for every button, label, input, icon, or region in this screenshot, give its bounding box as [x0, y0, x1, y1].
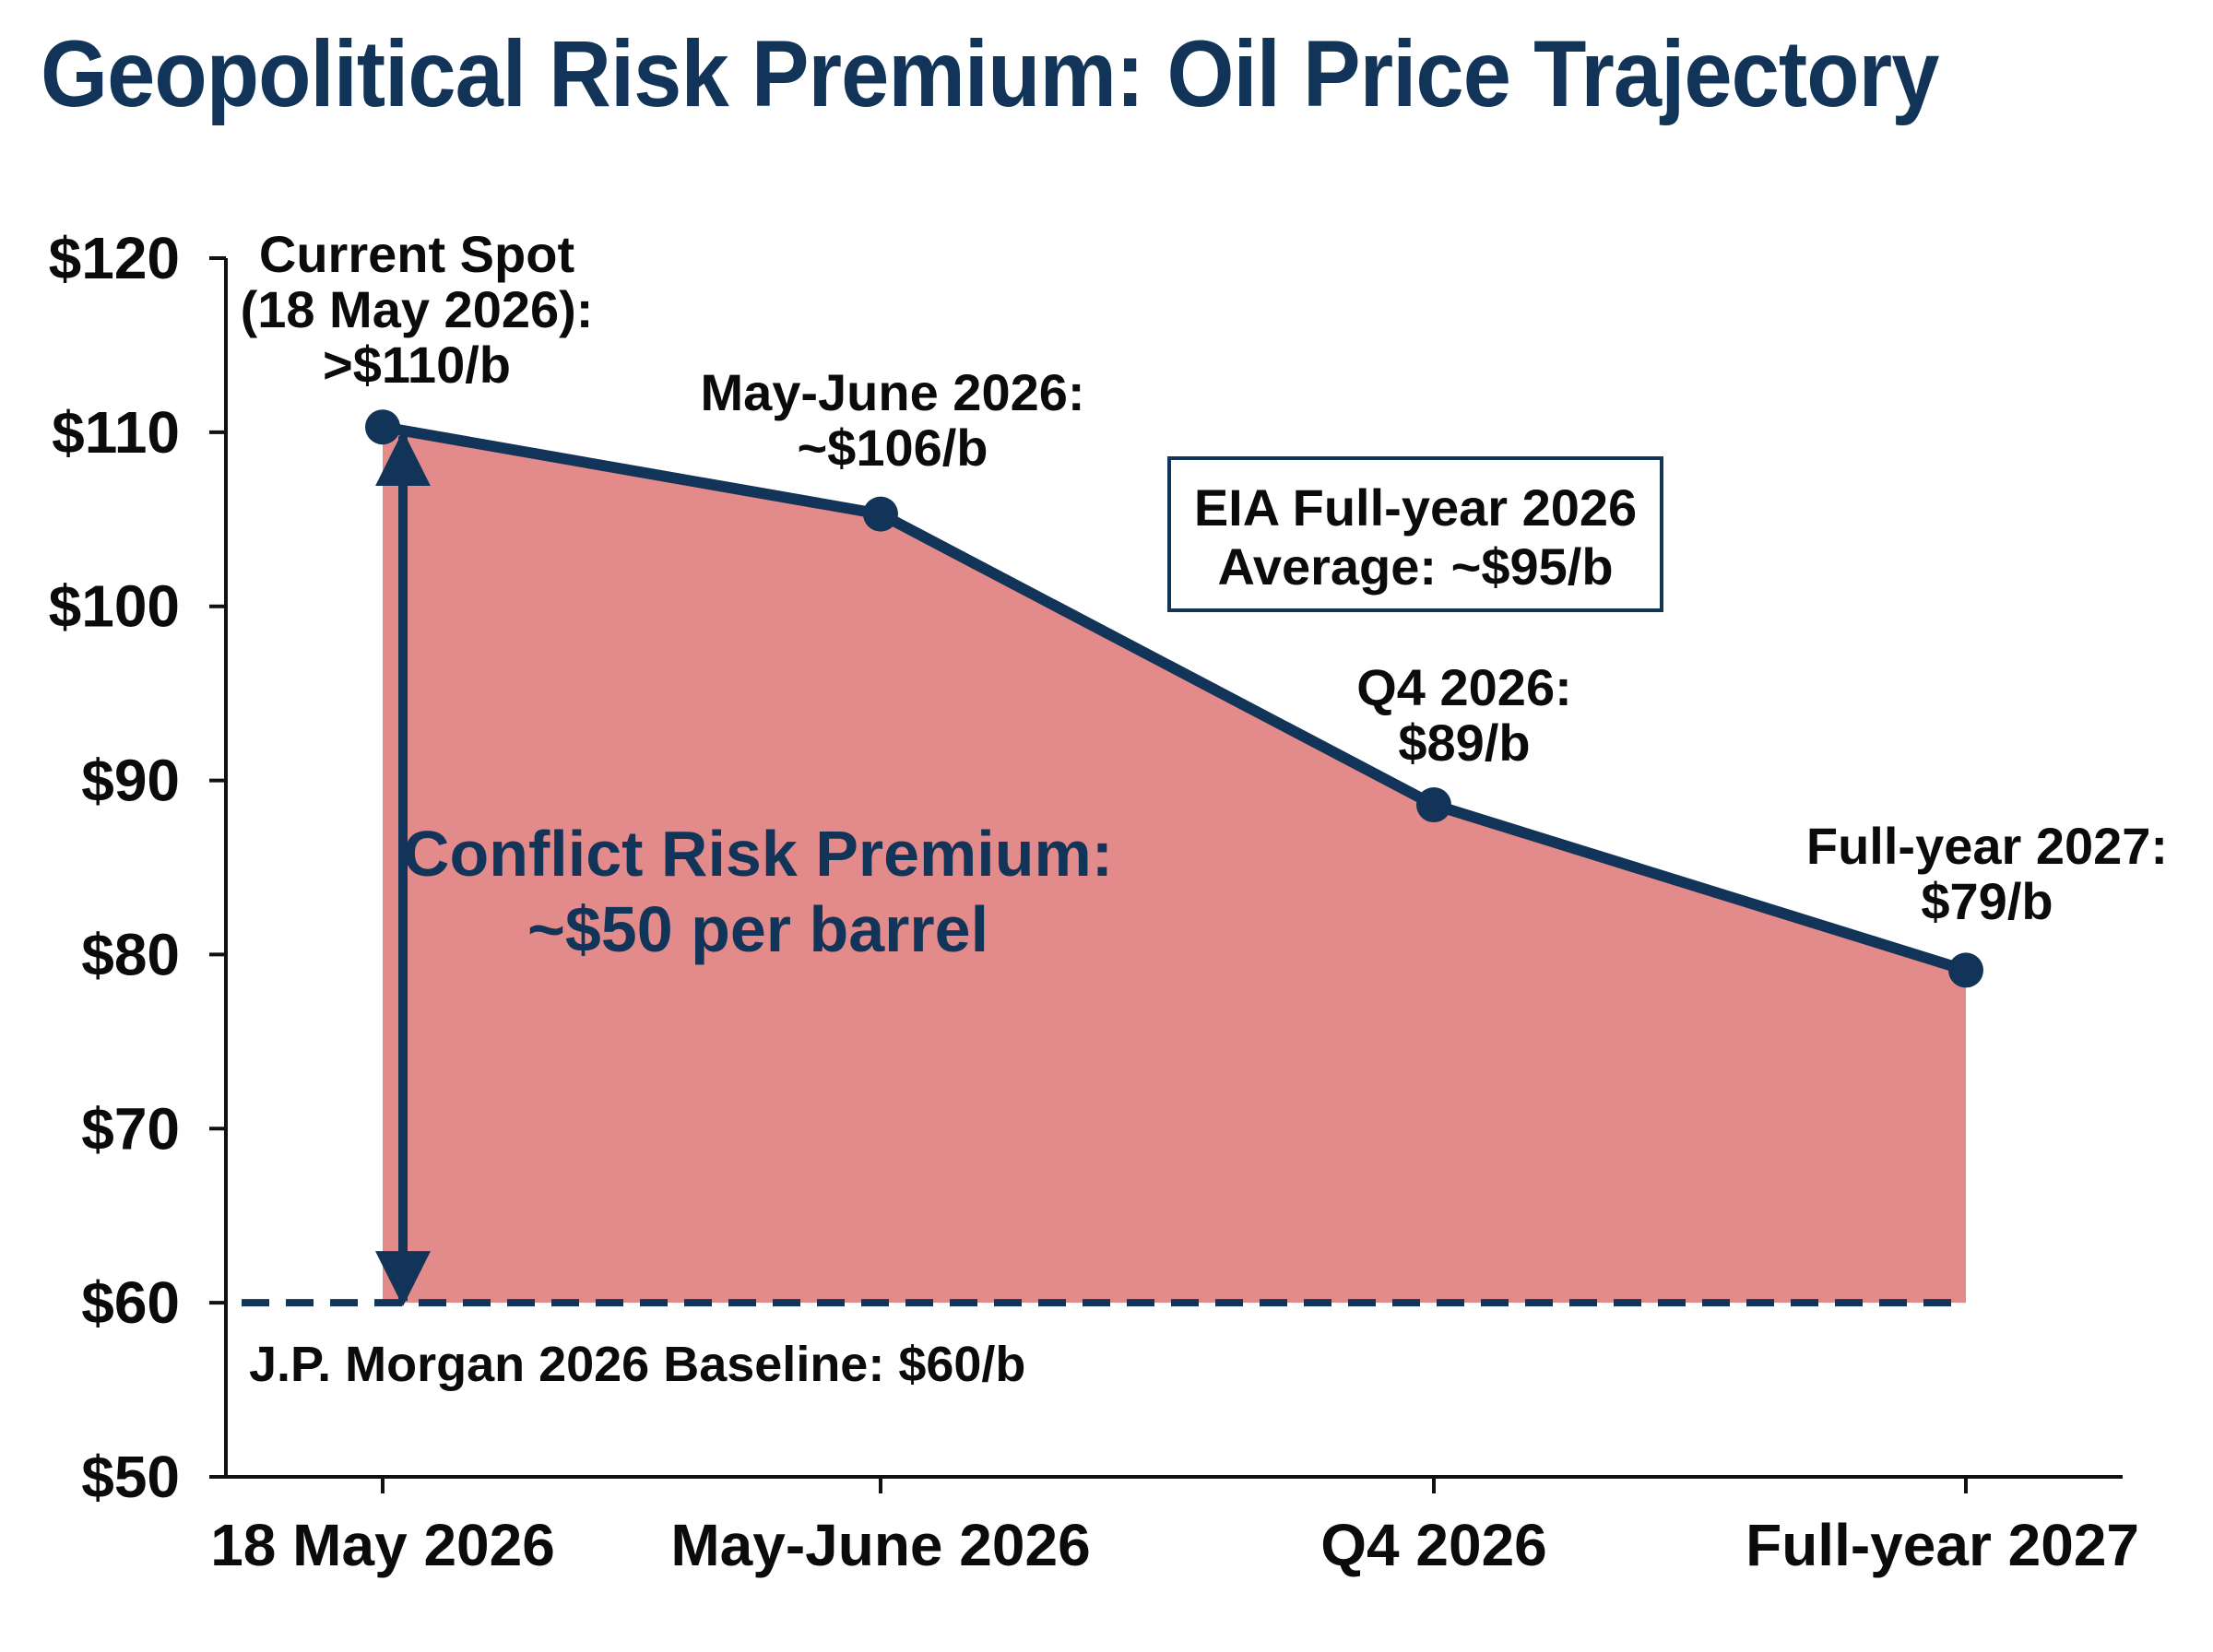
x-tick-label: 18 May 2026 — [210, 1512, 555, 1578]
point-label: >$110/b — [323, 336, 511, 394]
point-label: Full-year 2027: — [1806, 817, 2168, 875]
risk-premium-area — [383, 427, 1966, 1304]
x-tick-label: Full-year 2027 — [1746, 1512, 2139, 1578]
y-tick-label: $100 — [49, 573, 180, 640]
data-point — [365, 409, 400, 445]
data-point — [863, 496, 898, 532]
y-tick-label: $90 — [81, 748, 180, 814]
y-tick-label: $120 — [49, 225, 180, 291]
y-tick-label: $80 — [81, 921, 180, 987]
point-label: ~$106/b — [797, 419, 988, 477]
chart-title: Geopolitical Risk Premium: Oil Price Tra… — [41, 21, 1939, 126]
y-tick-label: $70 — [81, 1095, 180, 1162]
point-label: (18 May 2026): — [241, 280, 594, 338]
x-tick-label: May-June 2026 — [670, 1512, 1090, 1578]
data-point — [1948, 952, 1983, 988]
data-point — [1416, 787, 1451, 823]
callout-text: EIA Full-year 2026 — [1194, 478, 1637, 537]
baseline-label: J.P. Morgan 2026 Baseline: $60/b — [249, 1337, 1025, 1392]
callout-text: Average: ~$95/b — [1217, 537, 1613, 596]
y-tick-label: $60 — [81, 1269, 180, 1336]
point-label: May-June 2026: — [700, 363, 1084, 421]
risk-premium-label: Conflict Risk Premium: — [403, 818, 1113, 890]
callout-frame — [1167, 456, 1663, 612]
point-label: Current Spot — [259, 225, 574, 283]
y-tick-label: $50 — [81, 1444, 180, 1510]
point-label: Q4 2026: — [1356, 658, 1572, 716]
point-label: $89/b — [1398, 714, 1530, 772]
point-label: $79/b — [1921, 872, 2053, 930]
price-trajectory-line — [381, 421, 1968, 976]
x-tick-label: Q4 2026 — [1320, 1512, 1547, 1578]
risk-premium-label: ~$50 per barrel — [527, 893, 988, 965]
y-tick-label: $110 — [52, 399, 180, 466]
